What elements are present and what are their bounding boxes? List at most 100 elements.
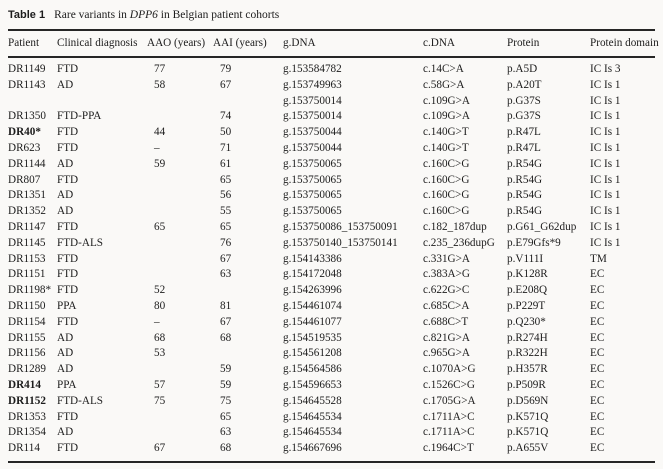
diagnosis-cell: FTD xyxy=(57,410,79,423)
domain-cell: EC xyxy=(590,410,605,423)
gdna-cell: g.154461074 xyxy=(283,299,342,312)
aao-cell xyxy=(147,204,213,220)
cdna-cell: c.1964C>T xyxy=(423,442,474,455)
table-title-after-gene: in Belgian patient cohorts xyxy=(157,9,280,21)
aao-cell xyxy=(147,188,213,204)
domain-cell: IC Is 1 xyxy=(590,173,621,186)
patient-cell: DR114 xyxy=(8,442,40,455)
protein-cell: p.Q230* xyxy=(507,315,546,328)
cdna-cell: c.235_236dupG xyxy=(423,236,495,249)
table-row: DR1144 AD 59 61 g.153750065 c.160C>G p.R54G IC … xyxy=(8,157,655,173)
table-row: DR1150 PPA 80 81 g.154461074 c.685C>A p.P229T E… xyxy=(8,299,655,315)
column-header-aai: AAI (years) xyxy=(213,30,283,58)
diagnosis-cell: AD xyxy=(57,189,74,202)
aai-cell: 65 xyxy=(220,220,232,233)
patient-cell: DR1147 xyxy=(8,220,46,233)
gdna-cell: g.154461077 xyxy=(283,315,342,328)
table-row: DR1352 AD 55 g.153750065 c.160C>G p.R54G IC Is… xyxy=(8,204,655,220)
aao-cell xyxy=(147,425,213,441)
diagnosis-cell: AD xyxy=(57,78,74,91)
gdna-cell: g.154172048 xyxy=(283,268,342,281)
cdna-cell: c.140G>T xyxy=(423,126,469,139)
aai-cell: 81 xyxy=(220,299,232,312)
domain-cell: EC xyxy=(590,394,605,407)
table-row: DR1152 FTD-ALS 75 75 g.154645528 c.1705G>A p.D… xyxy=(8,394,655,410)
aai-cell xyxy=(213,346,283,362)
cdna-cell: c.1705G>A xyxy=(423,394,476,407)
protein-cell: p.A655V xyxy=(507,442,549,455)
aai-cell xyxy=(213,283,283,299)
diagnosis-cell: AD xyxy=(57,331,74,344)
gdna-cell: g.153750140_153750141 xyxy=(283,236,398,249)
aao-cell: – xyxy=(154,315,160,328)
aai-cell: 50 xyxy=(220,126,232,139)
domain-cell: IC Is 1 xyxy=(590,157,621,170)
aao-cell: 75 xyxy=(154,394,166,407)
aao-cell: 53 xyxy=(154,347,166,360)
diagnosis-cell: FTD xyxy=(57,126,79,139)
gdna-cell: g.153749963 xyxy=(283,78,342,91)
cdna-cell: c.160C>G xyxy=(423,157,470,170)
table-row: DR114 FTD 67 68 g.154667696 c.1964C>T p.A655V E… xyxy=(8,441,655,462)
patient-cell: DR1151 xyxy=(8,268,46,281)
protein-cell: p.G37S xyxy=(507,94,541,107)
aao-cell: – xyxy=(154,141,160,154)
patient-cell: DR1145 xyxy=(8,236,46,249)
gdna-cell: g.154596653 xyxy=(283,378,342,391)
table-title-before-gene: Rare variants in xyxy=(54,9,130,21)
patient-cell: DR1289 xyxy=(8,363,46,376)
protein-cell: p.A5D xyxy=(507,63,538,75)
aao-cell: 52 xyxy=(154,284,166,297)
cdna-cell: c.688C>T xyxy=(423,315,469,328)
diagnosis-cell: PPA xyxy=(57,378,77,391)
diagnosis-cell: FTD xyxy=(57,220,79,233)
patient-cell: DR1153 xyxy=(8,252,46,265)
aao-cell: 57 xyxy=(154,378,166,391)
gdna-cell: g.154263996 xyxy=(283,284,342,297)
protein-cell: p.R47L xyxy=(507,141,541,154)
aao-cell xyxy=(147,410,213,426)
patient-cell: DR1351 xyxy=(8,189,46,202)
diagnosis-cell: FTD-ALS xyxy=(57,394,103,407)
protein-cell: p.R54G xyxy=(507,173,543,186)
gdna-cell: g.154645534 xyxy=(283,426,342,439)
gdna-cell: g.153750014 xyxy=(283,110,342,123)
patient-cell: DR1155 xyxy=(8,331,46,344)
aao-cell xyxy=(147,173,213,189)
patient-cell: DR807 xyxy=(8,173,41,186)
protein-cell: p.R274H xyxy=(507,331,548,344)
patient-cell: DR1352 xyxy=(8,205,46,218)
gdna-cell: g.153750065 xyxy=(283,157,342,170)
column-header-domain: Protein domain xyxy=(590,30,659,58)
diagnosis-cell: AD xyxy=(57,363,74,376)
table-row: DR1154 FTD – 67 g.154461077 c.688C>T p.Q230* EC xyxy=(8,315,655,331)
diagnosis-cell: PPA xyxy=(57,299,77,312)
gdna-cell: g.153750065 xyxy=(283,189,342,202)
gdna-cell: g.154519535 xyxy=(283,331,342,344)
protein-cell: p.R322H xyxy=(507,347,548,360)
aao-cell xyxy=(147,267,213,283)
aai-cell xyxy=(213,94,283,110)
cdna-cell: c.182_187dup xyxy=(423,220,487,233)
protein-cell: p.E208Q xyxy=(507,284,548,297)
column-header-aao: AAO (years) xyxy=(147,30,213,58)
column-header-gdna: g.DNA xyxy=(283,30,423,58)
cdna-cell: c.160C>G xyxy=(423,189,470,202)
aai-cell: 67 xyxy=(220,78,232,91)
protein-cell: p.G37S xyxy=(507,110,541,123)
aao-cell xyxy=(147,252,213,268)
header-row: Patient Clinical diagnosis AAO (years) AAI … xyxy=(8,30,659,58)
aao-cell: 59 xyxy=(154,157,166,170)
cdna-cell: c.1526C>G xyxy=(423,378,475,391)
aao-cell: 58 xyxy=(154,78,166,91)
gdna-cell: g.154667696 xyxy=(283,442,342,455)
aai-cell: 68 xyxy=(220,331,232,344)
aai-cell: 59 xyxy=(220,363,232,376)
diagnosis-cell: AD xyxy=(57,157,74,170)
table-row: DR1156 AD 53 g.154561208 c.965G>A p.R322H EC xyxy=(8,346,655,362)
patient-cell: DR414 xyxy=(8,378,41,391)
table-row: DR807 FTD 65 g.153750065 c.160C>G p.R54G IC Is… xyxy=(8,173,655,189)
aai-cell: 67 xyxy=(220,315,232,328)
patient-cell: DR1156 xyxy=(8,347,46,360)
patient-cell: DR1143 xyxy=(8,78,46,91)
